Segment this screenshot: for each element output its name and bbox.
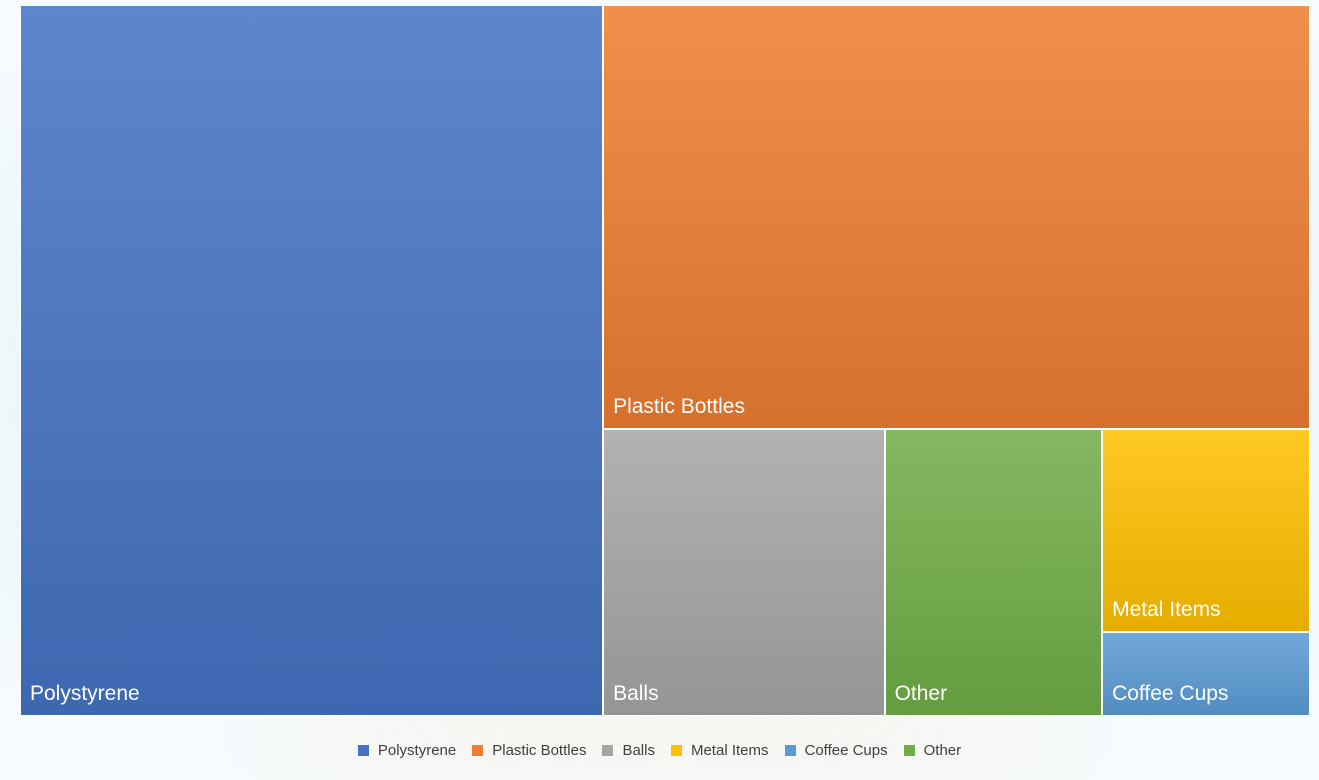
- legend-item: Metal Items: [670, 742, 769, 759]
- legend-label: Balls: [622, 742, 655, 759]
- treemap-tile-other: Other: [884, 429, 1103, 716]
- treemap-tile-label: Plastic Bottles: [613, 395, 745, 419]
- chart-legend: Polystyrene Plastic Bottles Balls Metal Ite…: [0, 742, 1319, 759]
- legend-item: Other: [903, 742, 962, 759]
- legend-item: Polystyrene: [357, 742, 457, 759]
- legend-item: Plastic Bottles: [472, 742, 586, 759]
- legend-label: Metal Items: [690, 742, 769, 759]
- treemap-tile-label: Metal Items: [1112, 598, 1221, 622]
- legend-label: Polystyrene: [377, 742, 457, 759]
- legend-swatch: [784, 745, 796, 756]
- treemap-tile-label: Other: [894, 681, 948, 705]
- legend-item: Balls: [602, 742, 655, 759]
- treemap-tile-label: Balls: [613, 681, 659, 705]
- legend-swatch: [472, 745, 484, 756]
- legend-label: Plastic Bottles: [492, 742, 587, 759]
- legend-swatch: [602, 745, 614, 756]
- treemap-tile-coffee-cups: Coffee Cups: [1102, 632, 1310, 716]
- legend-swatch: [670, 745, 682, 756]
- legend-swatch: [903, 745, 915, 756]
- legend-label: Other: [923, 742, 962, 759]
- legend-swatch: [357, 745, 369, 756]
- legend-item: Coffee Cups: [784, 742, 888, 759]
- treemap-tile-balls: Balls: [603, 429, 885, 716]
- legend-label: Coffee Cups: [804, 742, 888, 759]
- treemap-tile-label: Polystyrene: [30, 682, 140, 705]
- treemap-tile-label: Coffee Cups: [1112, 681, 1229, 705]
- treemap-tile-plastic-bottles: Plastic Bottles: [603, 5, 1310, 430]
- treemap-tile-metal-items: Metal Items: [1102, 429, 1310, 633]
- treemap-tile-polystyrene: Polystyrene: [20, 5, 604, 716]
